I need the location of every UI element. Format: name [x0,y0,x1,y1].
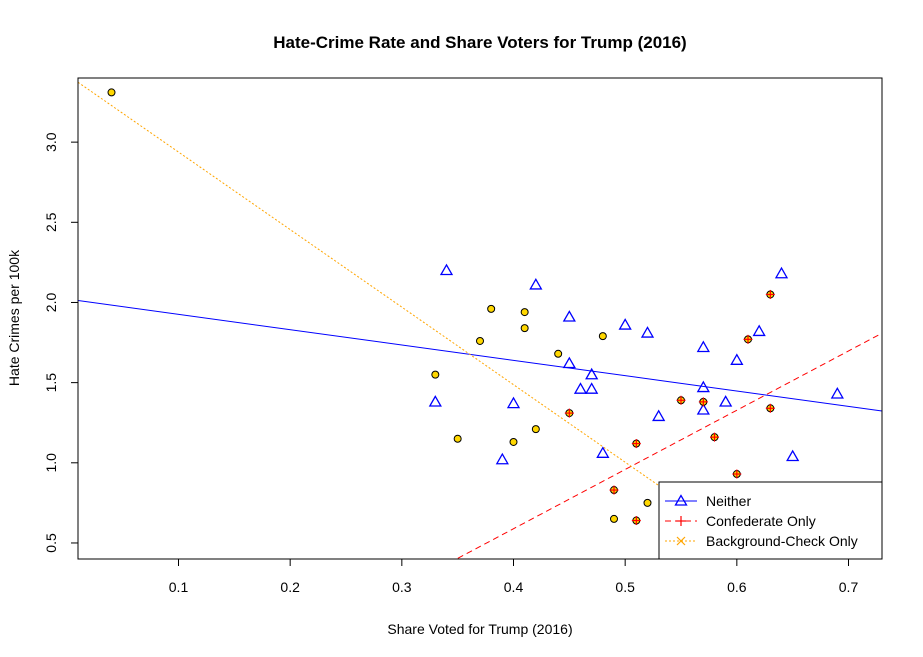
legend-neither-label: Neither [706,493,751,509]
legend: Neither Confederate Only Background-Check … [658,481,883,560]
background-check-point [520,308,529,317]
background-check-point [453,434,462,443]
confederate-point [631,516,641,526]
y-axis-label: Hate Crimes per 100k [6,249,22,386]
data-points [107,88,844,526]
plus-icon [676,516,686,526]
neither-point [596,446,610,458]
y-tick-label: 0.5 [43,533,59,553]
background-check-point [598,332,607,341]
neither-point [719,395,733,407]
y-tick-label: 1.5 [43,373,59,393]
confederate-point [609,485,619,495]
y-tick-label: 2.0 [43,293,59,313]
x-tick-label: 0.2 [280,579,300,595]
legend-background-check-label: Background-Check Only [706,533,858,549]
background-check-point [431,370,440,379]
confederate-point [676,395,686,405]
plot-frame [77,77,883,560]
neither-point [585,382,599,394]
neither-point [696,403,710,415]
x-tick-label: 0.1 [169,579,189,595]
neither-point [506,396,521,409]
neither-point [830,387,844,399]
neither-point [752,324,766,337]
x-tick-label: 0.7 [839,579,859,595]
x-axis-label: Share Voted for Trump (2016) [387,621,572,637]
neither-point [730,353,744,365]
neither-point [562,310,576,322]
neither-point [562,356,576,369]
neither-point [696,380,710,393]
neither-point [774,266,789,279]
confederate-fit-line [455,332,882,559]
background-check-point [610,514,618,523]
x-tick-label: 0.5 [615,579,635,595]
legend-confederate-label: Confederate Only [706,513,816,529]
confederate-point [564,408,574,418]
confederate-point [710,432,719,442]
neither-point [529,278,543,290]
neither-point [585,367,599,380]
neither-point [439,263,454,276]
background-check-point [476,336,484,345]
background-check-point [509,437,518,446]
confederate-point [732,469,742,479]
confederate-point [743,334,753,344]
y-tick-label: 3.0 [43,132,59,152]
chart-title: Hate-Crime Rate and Share Voters for Tru… [273,33,686,52]
regression-lines [78,81,882,559]
neither-point [640,326,655,338]
confederate-point [765,403,775,413]
neither-point [696,340,710,353]
background-check-point [487,304,496,313]
confederate-point [698,397,708,407]
background-check-point [531,425,540,434]
axis-ticks: 0.1 0.2 0.3 0.4 0.5 0.6 0.7 0.5 1.0 1.5 2.0 2.5 3.0 [43,132,858,595]
background-check-point [107,88,116,97]
neither-point [652,409,666,422]
background-check-point [520,324,529,333]
x-tick-label: 0.6 [727,579,747,595]
neither-point [786,449,800,462]
x-tick-label: 0.3 [392,579,412,595]
background-check-point [643,498,652,507]
background-check-point [554,349,563,358]
neither-point [618,318,632,330]
neither-point [428,395,442,407]
y-tick-label: 1.0 [43,453,59,473]
neither-point [495,452,509,465]
x-tick-label: 0.4 [504,579,524,595]
neither-point [573,382,588,394]
background-check-fit-line [78,81,766,559]
neither-fit-line [78,300,882,412]
cross-icon [676,536,686,546]
confederate-point [765,289,775,299]
confederate-point [631,439,641,449]
triangle-icon [674,494,688,506]
y-tick-label: 2.5 [43,212,59,232]
